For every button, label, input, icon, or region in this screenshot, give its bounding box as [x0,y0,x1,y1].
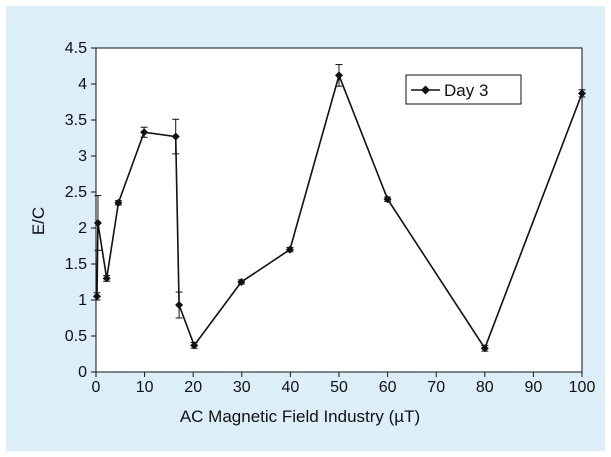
series-line [96,72,583,350]
y-tick-label: 3.5 [65,112,87,129]
tick-labels: 0 10 20 30 40 50 60 70 80 90 100 0 0.5 1 1.5 2 2.5 3 3.5 4 4… [65,40,596,396]
legend-label: Day 3 [444,81,488,100]
data-point [285,245,294,254]
y-tick-label: 0.5 [65,328,87,345]
legend-marker [421,85,430,95]
data-point [237,278,246,286]
x-tick-label: 30 [233,379,251,396]
data-point [578,89,586,98]
legend: Day 3 [405,74,522,105]
x-axis-label: AC Magnetic Field Industry (µT) [180,407,420,426]
y-axis-label: E/C [29,207,48,235]
x-tick-label: 90 [525,379,543,396]
y-tick-label: 4 [78,76,87,93]
x-tick-label: 10 [136,379,154,396]
series-group [92,64,586,353]
x-tick-label: 40 [282,379,300,396]
data-point [383,195,392,204]
y-tick-label: 0 [78,364,87,381]
x-tick-label: 80 [476,379,494,396]
y-tick-label: 1 [78,292,87,309]
data-point [102,274,111,283]
y-tick-label: 3 [78,148,87,165]
x-tick-label: 50 [330,379,348,396]
data-point [93,218,102,227]
data-point [114,198,123,207]
x-tick-label: 20 [184,379,202,396]
data-point [171,132,180,141]
y-tick-label: 2.5 [65,184,87,201]
data-point [335,71,343,80]
data-point [92,292,101,301]
x-tick-label: 0 [92,379,101,396]
data-point [480,344,489,353]
data-point [140,128,149,137]
x-tick-label: 60 [379,379,397,396]
y-tick-label: 4.5 [65,40,87,57]
x-tick-label: 100 [569,379,596,396]
y-tick-label: 2 [78,220,87,237]
data-point [175,301,184,310]
x-tick-label: 70 [427,379,445,396]
data-point [190,341,199,350]
y-tick-label: 1.5 [65,256,87,273]
